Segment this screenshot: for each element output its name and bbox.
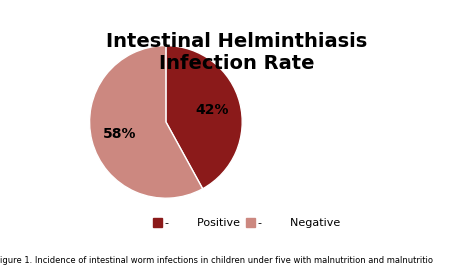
Text: 42%: 42% <box>195 103 228 117</box>
Wedge shape <box>166 46 242 189</box>
Text: Intestinal Helminthiasis
Infection Rate: Intestinal Helminthiasis Infection Rate <box>106 32 368 73</box>
Text: 58%: 58% <box>103 127 137 141</box>
Wedge shape <box>90 46 203 198</box>
Legend: -        Positive, -        Negative: - Positive, - Negative <box>148 214 345 233</box>
Text: igure 1. Incidence of intestinal worm infections in children under five with mal: igure 1. Incidence of intestinal worm in… <box>0 256 433 265</box>
